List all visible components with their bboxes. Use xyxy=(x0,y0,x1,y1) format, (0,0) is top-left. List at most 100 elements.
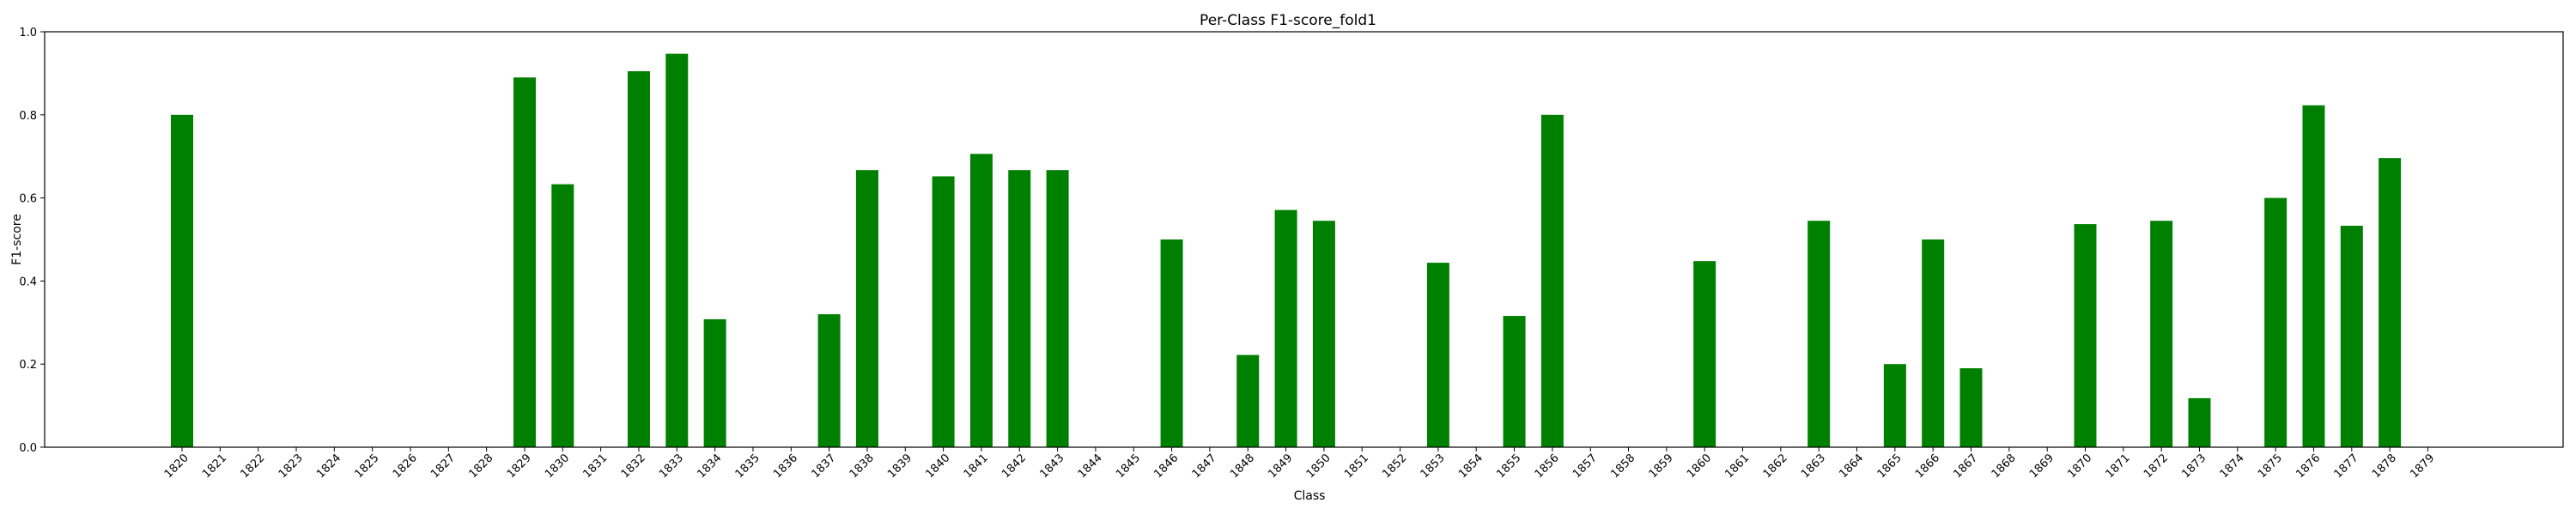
bar-1832 xyxy=(627,70,650,447)
x-tick-label: 1823 xyxy=(276,451,306,481)
y-tick-label: 0.6 xyxy=(19,193,37,206)
x-tick-label: 1854 xyxy=(1456,451,1485,481)
bar-1876 xyxy=(2302,105,2325,448)
x-tick-label: 1840 xyxy=(923,451,952,481)
x-tick-label: 1848 xyxy=(1228,451,1257,481)
bar-1853 xyxy=(1426,263,1449,447)
x-tick-label: 1845 xyxy=(1114,451,1143,481)
x-tick-label: 1877 xyxy=(2332,451,2361,481)
x-tick-label: 1875 xyxy=(2256,451,2285,481)
x-tick-label: 1826 xyxy=(391,451,420,481)
x-tick-label: 1827 xyxy=(428,451,458,481)
x-tick-label: 1867 xyxy=(1951,451,1980,481)
y-tick-label: 0.2 xyxy=(19,359,37,372)
bar-1863 xyxy=(1807,221,1831,447)
y-tick-label: 1.0 xyxy=(19,27,37,39)
x-tick-label: 1869 xyxy=(2027,451,2057,481)
x-tick-label: 1832 xyxy=(619,451,648,481)
x-tick-label: 1850 xyxy=(1304,451,1334,481)
x-tick-label: 1860 xyxy=(1685,451,1714,481)
x-tick-label: 1839 xyxy=(885,451,914,481)
x-tick-label: 1866 xyxy=(1913,451,1942,481)
x-tick-label: 1879 xyxy=(2408,451,2437,481)
bar-1875 xyxy=(2264,197,2287,447)
x-tick-label: 1868 xyxy=(1990,451,2019,481)
x-tick-label: 1830 xyxy=(543,451,572,481)
bars-group xyxy=(171,53,2402,448)
x-tick-label: 1844 xyxy=(1076,451,1105,481)
bar-1830 xyxy=(551,184,574,447)
x-tick-label: 1857 xyxy=(1571,451,1600,481)
x-tick-label: 1853 xyxy=(1419,451,1448,481)
bar-1848 xyxy=(1236,354,1260,447)
bar-1870 xyxy=(2074,224,2097,447)
x-tick-label: 1876 xyxy=(2293,451,2323,481)
x-axis-label: Class xyxy=(1294,489,1326,503)
bar-1850 xyxy=(1312,221,1335,447)
x-tick-label: 1846 xyxy=(1151,451,1181,481)
bar-1855 xyxy=(1503,316,1526,447)
x-tick-label: 1835 xyxy=(733,451,762,481)
x-tick-label: 1824 xyxy=(314,451,343,481)
x-tick-label: 1851 xyxy=(1342,451,1371,481)
bar-1865 xyxy=(1883,364,1906,447)
x-tick-label: 1863 xyxy=(1799,451,1828,481)
y-axis-label: F1-score xyxy=(10,214,24,265)
x-tick-label: 1820 xyxy=(162,451,191,481)
x-tick-label: 1828 xyxy=(466,451,495,481)
plot-frame xyxy=(44,31,2564,448)
y-tick-label: 0.8 xyxy=(19,110,37,123)
bar-1878 xyxy=(2379,158,2402,447)
x-tick-label: 1870 xyxy=(2065,451,2094,481)
bar-1860 xyxy=(1693,261,1716,447)
y-tick-label: 0.0 xyxy=(19,442,37,455)
x-tick-label: 1821 xyxy=(200,451,229,481)
x-tick-label: 1831 xyxy=(580,451,610,481)
x-tick-label: 1825 xyxy=(352,451,381,481)
x-tick-label: 1859 xyxy=(1647,451,1676,481)
x-axis: 1820 1821 1822 1823 1824 1825 1826 1827 1828 1829… xyxy=(162,447,2437,481)
x-tick-label: 1852 xyxy=(1380,451,1409,481)
x-tick-label: 1878 xyxy=(2370,451,2399,481)
bar-1866 xyxy=(1922,239,1945,447)
x-tick-label: 1865 xyxy=(1875,451,1905,481)
x-tick-label: 1836 xyxy=(771,451,800,481)
bar-1872 xyxy=(2150,221,2173,447)
bar-1829 xyxy=(513,77,536,448)
x-tick-label: 1841 xyxy=(962,451,991,481)
x-tick-label: 1829 xyxy=(505,451,534,481)
x-tick-label: 1843 xyxy=(1037,451,1066,481)
bar-1877 xyxy=(2340,226,2363,447)
x-tick-label: 1856 xyxy=(1533,451,1562,481)
bar-1838 xyxy=(855,170,878,448)
bar-1840 xyxy=(932,176,955,447)
x-tick-label: 1842 xyxy=(999,451,1029,481)
bar-1843 xyxy=(1046,170,1069,448)
x-tick-label: 1833 xyxy=(657,451,686,481)
bar-1846 xyxy=(1160,239,1183,447)
bar-1841 xyxy=(969,154,993,448)
x-tick-label: 1838 xyxy=(848,451,877,481)
chart-title: Per-Class F1-score_fold1 xyxy=(1200,12,1376,29)
x-tick-label: 1822 xyxy=(238,451,267,481)
x-tick-label: 1874 xyxy=(2218,451,2247,481)
x-tick-label: 1871 xyxy=(2104,451,2133,481)
x-tick-label: 1861 xyxy=(1722,451,1752,481)
x-tick-label: 1849 xyxy=(1266,451,1295,481)
x-tick-label: 1858 xyxy=(1608,451,1637,481)
x-tick-label: 1862 xyxy=(1761,451,1790,481)
x-tick-label: 1855 xyxy=(1494,451,1523,481)
x-tick-label: 1834 xyxy=(695,451,724,481)
bar-1833 xyxy=(665,53,689,448)
bar-1873 xyxy=(2188,397,2211,447)
bar-1837 xyxy=(817,314,841,447)
bar-1842 xyxy=(1008,170,1031,448)
x-tick-label: 1873 xyxy=(2179,451,2208,481)
bar-1867 xyxy=(1959,368,1983,447)
bar-1856 xyxy=(1540,114,1564,448)
bar-1849 xyxy=(1274,209,1297,447)
y-tick-label: 0.4 xyxy=(19,276,37,288)
y-axis: 0.0 0.2 0.4 0.6 0.8 1.0 xyxy=(19,27,45,455)
bar-1820 xyxy=(171,114,193,448)
